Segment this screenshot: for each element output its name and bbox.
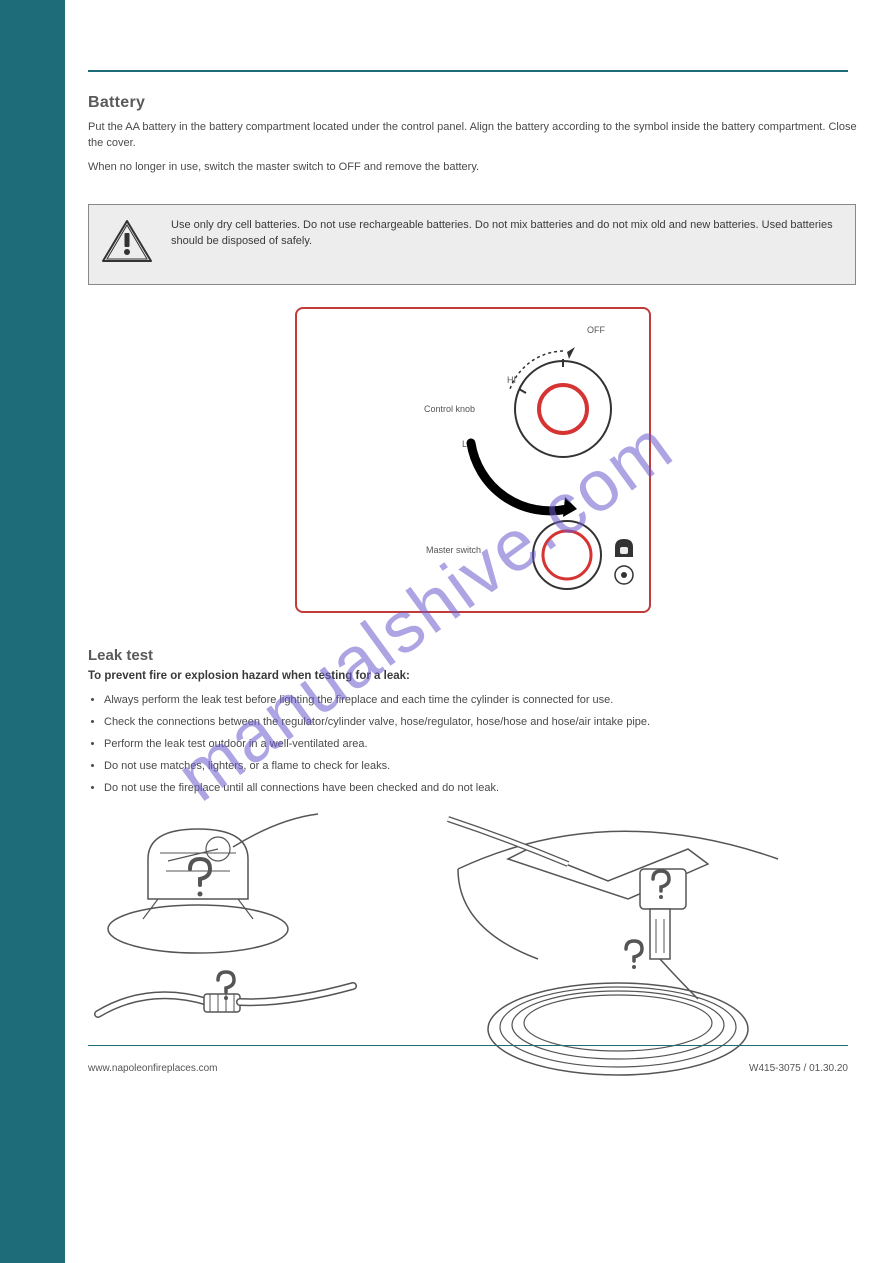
bullet-item: Perform the leak test outdoor in a well-…	[104, 736, 858, 753]
label-off: OFF	[587, 325, 605, 335]
label-control-knob: Control knob	[415, 404, 475, 414]
leak-bullets: Always perform the leak test before ligh…	[104, 692, 858, 797]
diagram-row	[88, 809, 858, 1104]
battery-heading: Battery	[88, 94, 858, 112]
cylinder-valve-diagram	[88, 809, 368, 959]
page-content: Battery Put the AA battery in the batter…	[88, 0, 858, 1104]
warning-icon	[101, 217, 157, 270]
arc-arrow-icon	[457, 429, 597, 519]
diagram-right-column	[428, 809, 858, 1104]
label-master-switch: Master switch	[421, 545, 481, 555]
control-panel-figure: OFF HI LO Control knob Master switch	[295, 307, 651, 613]
leak-test-heading: Leak test	[88, 647, 858, 664]
footer-url: www.napoleonfireplaces.com	[88, 1063, 218, 1074]
battery-paragraph-1: Put the AA battery in the battery compar…	[88, 120, 858, 152]
warning-box: Use only dry cell batteries. Do not use …	[88, 204, 856, 285]
intake-pipe-diagram	[428, 809, 808, 1099]
bullet-item: Always perform the leak test before ligh…	[104, 692, 858, 709]
divider-bottom	[88, 1045, 848, 1046]
bullet-item: Do not use matches, lighters, or a flame…	[104, 758, 858, 775]
bullet-item: Check the connections between the regula…	[104, 714, 858, 731]
left-sidebar	[0, 0, 65, 1263]
footer-docnum: W415-3075 / 01.30.20	[749, 1063, 848, 1074]
battery-paragraph-2: When no longer in use, switch the master…	[88, 160, 858, 176]
page-footer: www.napoleonfireplaces.com W415-3075 / 0…	[88, 1063, 848, 1074]
bullet-item: Do not use the fireplace until all conne…	[104, 780, 858, 797]
leak-intro: To prevent fire or explosion hazard when…	[88, 670, 858, 682]
lock-icon	[611, 539, 637, 587]
hose-connector-diagram	[88, 964, 368, 1044]
warning-text: Use only dry cell batteries. Do not use …	[171, 217, 839, 270]
divider-top	[88, 70, 848, 72]
diagram-left-column	[88, 809, 388, 1104]
master-switch-icon	[527, 515, 607, 595]
